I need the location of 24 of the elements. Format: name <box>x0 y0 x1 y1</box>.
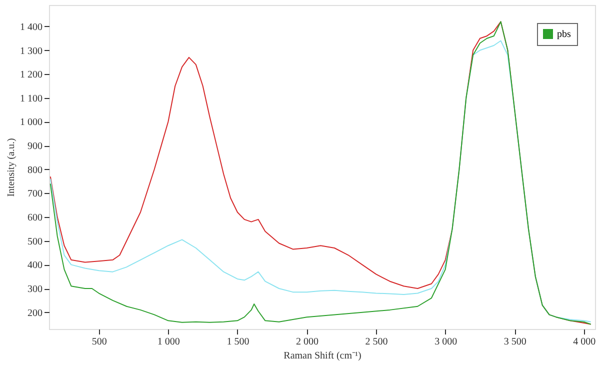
y-axis-title: Intensity (a.u.) <box>6 138 17 197</box>
x-tick-label: 1 000 <box>157 336 180 348</box>
y-tick-label: 200 <box>28 308 42 319</box>
x-tick-label: 500 <box>92 336 107 348</box>
x-axis-title: Raman Shift (cm⁻¹) <box>284 350 362 362</box>
y-tick-label: 300 <box>28 284 42 295</box>
y-tick-label: 500 <box>28 236 42 248</box>
x-tick-label: 2 500 <box>365 336 388 348</box>
y-tick-label: 600 <box>28 212 42 224</box>
y-tick-label: 1 400 <box>20 22 42 33</box>
y-tick-label: 1 300 <box>20 46 42 57</box>
legend-label: pbs <box>557 29 571 40</box>
x-tick-label: 4 000 <box>573 336 596 348</box>
y-tick-label: 1 000 <box>20 117 42 128</box>
y-tick-label: 1 100 <box>20 93 42 104</box>
x-tick-label: 3 000 <box>434 336 458 348</box>
x-tick-label: 1 500 <box>226 336 250 348</box>
y-tick-label: 1 200 <box>20 70 42 81</box>
y-tick-label: 900 <box>28 141 42 152</box>
y-tick-label: 400 <box>28 260 42 272</box>
x-tick-label: 2 000 <box>296 336 319 348</box>
y-tick-label: 700 <box>28 188 42 200</box>
x-tick-label: 3 500 <box>504 336 526 348</box>
y-tick-label: 800 <box>28 164 42 176</box>
